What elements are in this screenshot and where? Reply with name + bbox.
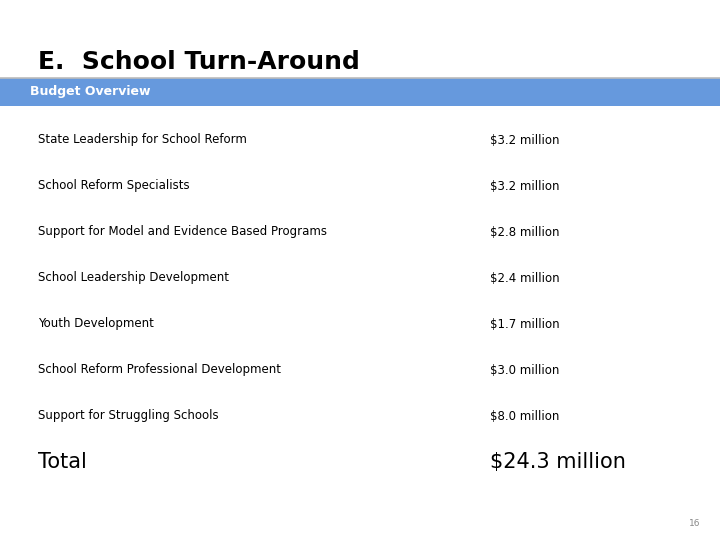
Text: $8.0 million: $8.0 million — [490, 409, 559, 422]
Text: $1.7 million: $1.7 million — [490, 318, 559, 330]
Text: Total: Total — [38, 452, 87, 472]
Text: State Leadership for School Reform: State Leadership for School Reform — [38, 133, 247, 146]
Text: $3.2 million: $3.2 million — [490, 133, 559, 146]
Text: $2.8 million: $2.8 million — [490, 226, 559, 239]
Bar — [0, 78, 720, 106]
Text: $2.4 million: $2.4 million — [490, 272, 559, 285]
Text: School Reform Professional Development: School Reform Professional Development — [38, 363, 281, 376]
Text: 16: 16 — [688, 519, 700, 528]
Text: School Leadership Development: School Leadership Development — [38, 272, 229, 285]
Text: Budget Overview: Budget Overview — [30, 85, 150, 98]
Text: Support for Struggling Schools: Support for Struggling Schools — [38, 409, 219, 422]
Text: E.  School Turn-Around: E. School Turn-Around — [38, 50, 360, 74]
Text: Youth Development: Youth Development — [38, 318, 154, 330]
Text: $3.0 million: $3.0 million — [490, 363, 559, 376]
Text: Support for Model and Evidence Based Programs: Support for Model and Evidence Based Pro… — [38, 226, 327, 239]
Text: $24.3 million: $24.3 million — [490, 452, 626, 472]
Text: School Reform Specialists: School Reform Specialists — [38, 179, 189, 192]
Text: $3.2 million: $3.2 million — [490, 179, 559, 192]
